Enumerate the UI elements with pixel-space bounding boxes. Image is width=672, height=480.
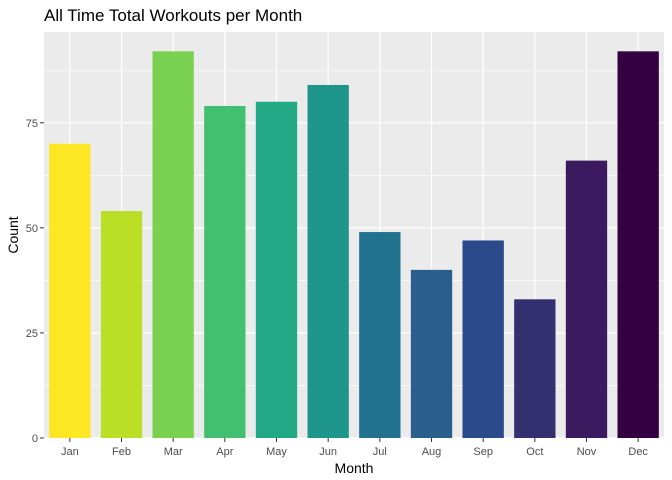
x-tick-label: Oct (526, 446, 543, 458)
bar-jan (49, 143, 91, 438)
y-axis-title: Count (5, 216, 21, 253)
x-tick-label: Mar (164, 446, 183, 458)
x-tick-label: Aug (422, 446, 442, 458)
y-tick-label: 25 (26, 328, 38, 340)
bar-jul (359, 232, 401, 438)
x-tick-label: Jul (373, 446, 387, 458)
bar-dec (617, 51, 659, 438)
bar-sep (462, 240, 504, 438)
bar-oct (514, 299, 556, 438)
x-tick-label: Jun (319, 446, 337, 458)
bar-apr (204, 105, 246, 439)
y-tick-label: 50 (26, 223, 38, 235)
minor-gridlines (44, 69, 664, 386)
x-tick-label: Feb (112, 446, 131, 458)
bar-aug (410, 269, 453, 438)
bar-feb (100, 211, 143, 438)
bar-jun (307, 84, 349, 439)
y-axis: 0 25 50 75 (26, 118, 44, 445)
chart-title: All Time Total Workouts per Month (44, 6, 302, 25)
bar-may (255, 101, 298, 438)
x-tick-label: May (266, 446, 287, 458)
y-tick-label: 75 (26, 118, 38, 130)
bar-mar (152, 51, 194, 438)
bars (49, 51, 659, 439)
x-tick-label: Apr (216, 446, 233, 458)
plot-panel (44, 32, 664, 438)
x-axis: Jan Feb Mar Apr May Jun Jul Aug Sep Oct Nov Dec (61, 438, 648, 458)
x-tick-label: Jan (61, 446, 79, 458)
y-tick-label: 0 (32, 433, 38, 445)
bar-nov (565, 160, 608, 438)
x-tick-label: Nov (577, 446, 597, 458)
x-axis-title: Month (335, 460, 374, 476)
x-tick-label: Sep (473, 446, 493, 458)
x-tick-label: Dec (628, 446, 648, 458)
